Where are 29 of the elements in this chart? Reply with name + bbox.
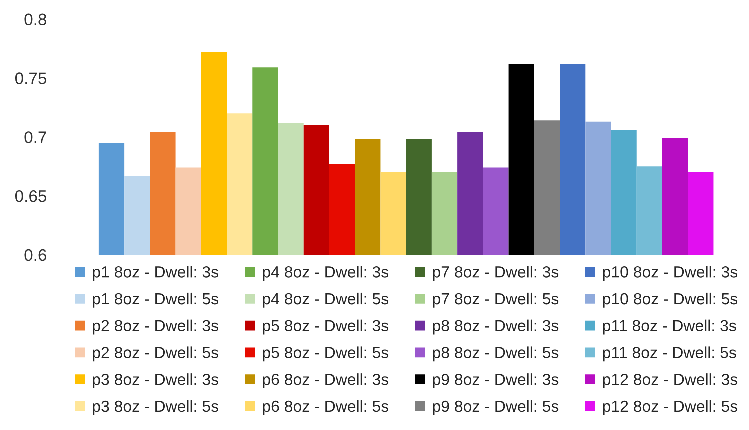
legend-label: p7 8oz - Dwell: 5s xyxy=(433,292,559,308)
legend-label: p2 8oz - Dwell: 5s xyxy=(93,346,218,362)
y-tick-label: 0.8 xyxy=(24,14,47,26)
legend-label: p12 8oz - Dwell: 5s xyxy=(603,400,738,416)
legend-label: p4 8oz - Dwell: 5s xyxy=(263,292,389,308)
legend-label: p1 8oz - Dwell: 5s xyxy=(93,292,218,308)
legend-label: p9 8oz - Dwell: 3s xyxy=(433,374,559,388)
y-tick-label: 0.7 xyxy=(24,132,46,144)
legend-label: p9 8oz - Dwell: 5s xyxy=(433,400,559,416)
legend-label: p4 8oz - Dwell: 3s xyxy=(263,266,389,281)
legend-label: p3 8oz - Dwell: 3s xyxy=(93,374,218,388)
legend-label: p7 8oz - Dwell: 3s xyxy=(433,266,559,281)
legend-label: p6 8oz - Dwell: 5s xyxy=(263,400,389,416)
y-tick-label: 0.6 xyxy=(24,249,47,262)
legend-label: p8 8oz - Dwell: 3s xyxy=(433,320,559,335)
legend-label: p5 8oz - Dwell: 3s xyxy=(263,320,389,335)
legend-label: p10 8oz - Dwell: 5s xyxy=(603,292,738,308)
legend-label: p11 8oz - Dwell: 3s xyxy=(603,320,736,335)
legend-label: p12 8oz - Dwell: 3s xyxy=(603,374,738,388)
y-tick-label: 0.75 xyxy=(15,72,47,84)
legend-label: p10 8oz - Dwell: 3s xyxy=(603,266,738,281)
legend-label: p2 8oz - Dwell: 3s xyxy=(93,320,218,335)
legend-label: p3 8oz - Dwell: 5s xyxy=(93,400,218,416)
legend-label: p6 8oz - Dwell: 3s xyxy=(263,374,389,388)
y-tick-label: 0.65 xyxy=(15,190,47,202)
legend-label: p11 8oz - Dwell: 5s xyxy=(603,346,736,362)
legend-label: p1 8oz - Dwell: 3s xyxy=(93,266,218,281)
legend-label: p5 8oz - Dwell: 5s xyxy=(263,346,389,362)
legend-label: p8 8oz - Dwell: 5s xyxy=(433,346,559,362)
